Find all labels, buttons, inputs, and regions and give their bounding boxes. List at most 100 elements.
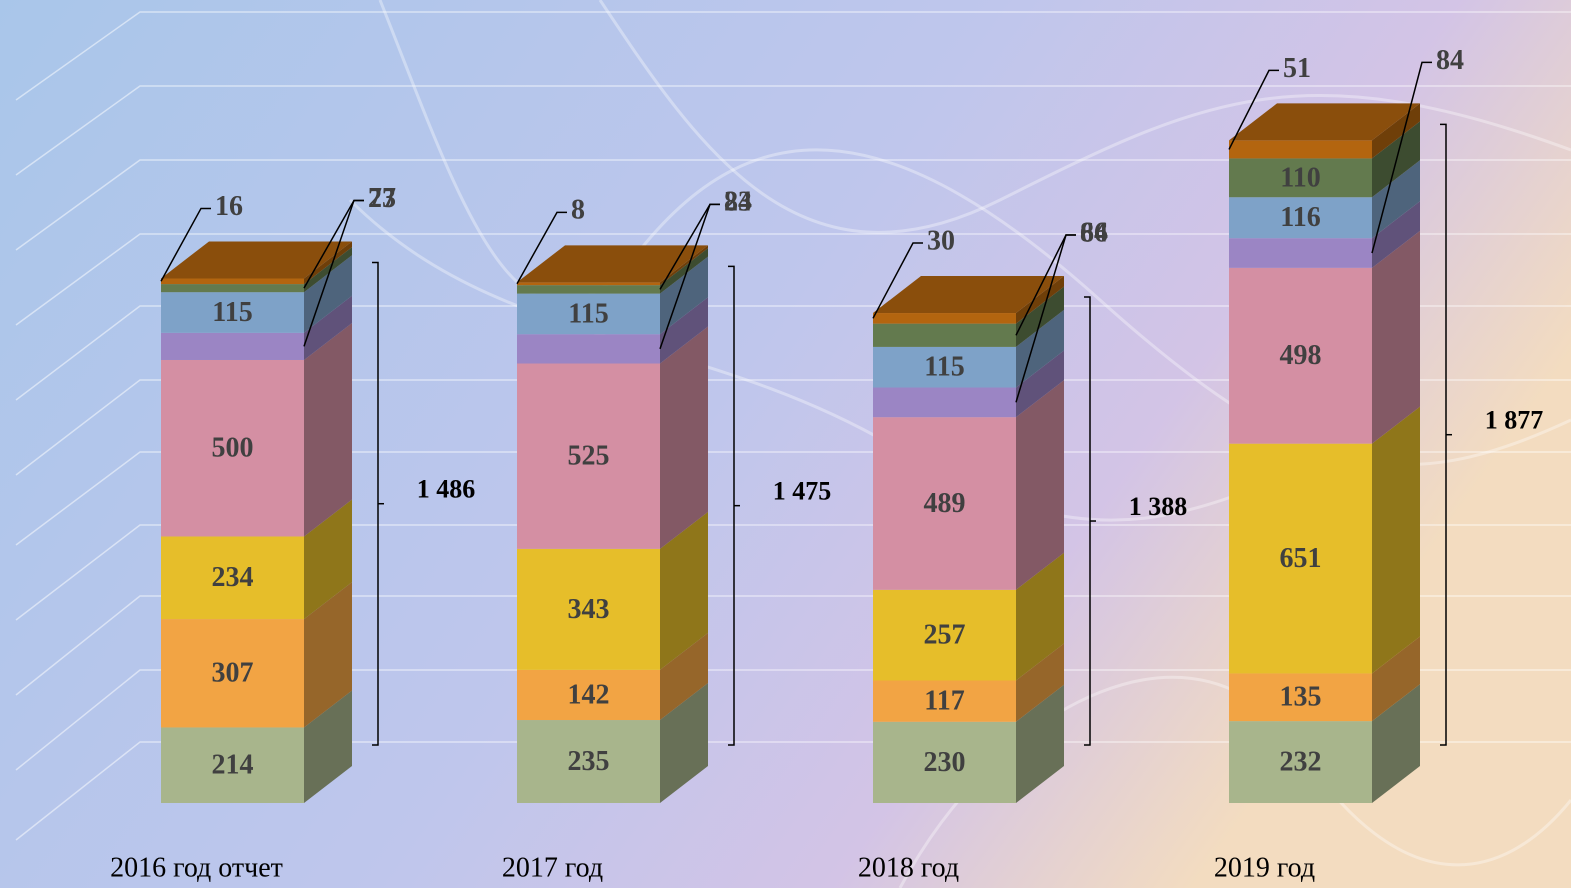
segment-label: 525 [568, 441, 610, 472]
bar-segment [161, 292, 304, 333]
segment-label: 115 [568, 298, 608, 329]
bar-side [1372, 406, 1420, 674]
segment-label: 234 [212, 562, 254, 593]
segment-label: 232 [1280, 746, 1322, 777]
bar-side [1016, 309, 1064, 388]
bar-segment [873, 589, 1016, 681]
total-label: 1 877 [1485, 406, 1544, 435]
segment-label: 117 [924, 686, 964, 717]
bar-segment [517, 548, 660, 670]
bar-segment [161, 359, 304, 537]
bar-side [1016, 286, 1064, 347]
segment-label: 214 [212, 750, 254, 781]
segment-label: 135 [1280, 682, 1322, 713]
bar-segment [873, 417, 1016, 590]
outside-label: 51 [1283, 53, 1311, 84]
bar-top [161, 241, 352, 279]
bar-segment [1229, 721, 1372, 803]
bar-segment [517, 293, 660, 335]
bar-side [304, 241, 352, 285]
bar-segment [517, 669, 660, 721]
bar-side [304, 295, 352, 360]
x-tick-label: 2017 год [502, 852, 603, 883]
bar-segment [1229, 673, 1372, 722]
bar-side [1016, 643, 1064, 722]
leader-line [1015, 234, 1076, 336]
x-tick-label: 2018 год [858, 852, 959, 883]
bar-side [1372, 201, 1420, 268]
segment-label: 498 [1280, 340, 1322, 371]
bar-segment [161, 278, 304, 285]
bar-segment [1229, 443, 1372, 674]
segment-label: 115 [212, 297, 252, 328]
bar-segment [161, 536, 304, 620]
bar-side [1016, 350, 1064, 418]
bar-segment [1229, 238, 1372, 268]
bar-side [660, 248, 708, 294]
segment-label: 235 [568, 746, 610, 777]
bar-segment [873, 387, 1016, 418]
outside-label: 16 [215, 191, 243, 222]
bar-side [660, 511, 708, 670]
bar-side [1016, 380, 1064, 590]
bar-side [660, 632, 708, 721]
bar-side [304, 247, 352, 293]
leader-line [160, 207, 211, 282]
bar-segment [1229, 140, 1372, 159]
bar-side [1372, 684, 1420, 803]
segment-label: 142 [568, 679, 610, 710]
bar-segment [161, 284, 304, 293]
outside-label: 83 [724, 187, 752, 218]
bar-segment [873, 313, 1016, 324]
bar-top [873, 276, 1064, 314]
bar-side [1016, 552, 1064, 681]
bar-segment [1229, 197, 1372, 239]
outside-label: 84 [1436, 45, 1464, 76]
bar-side [1016, 684, 1064, 803]
bar-segment [161, 619, 304, 728]
x-tick-label: 2016 год отчет [110, 852, 283, 883]
leader-line [303, 199, 364, 289]
segment-label: 500 [212, 433, 254, 464]
x-tick-label: 2019 год [1214, 852, 1315, 883]
bar-side [660, 326, 708, 549]
bar-side [304, 499, 352, 620]
outside-label: 77 [368, 183, 396, 214]
segment-label: 257 [924, 620, 966, 651]
leader-line [659, 203, 720, 290]
bar-segment [517, 363, 660, 549]
segment-label: 343 [568, 594, 610, 625]
bar-side [1372, 160, 1420, 239]
bar-segment [161, 332, 304, 360]
bar-side [1372, 230, 1420, 444]
segment-label: 115 [924, 352, 964, 383]
segment-label: 307 [212, 658, 254, 689]
bar-side [304, 690, 352, 803]
bar-segment [873, 323, 1016, 347]
outside-label: 23 [368, 183, 396, 214]
bar-segment [873, 346, 1016, 388]
outside-label: 24 [724, 187, 752, 218]
total-label: 1 388 [1129, 492, 1188, 521]
bar-segment [517, 282, 660, 286]
bar-segment [161, 727, 304, 803]
segment-label: 489 [924, 488, 966, 519]
bar-top [517, 245, 708, 283]
outside-label: 8 [571, 195, 585, 226]
leader-line [872, 242, 923, 319]
bar-top [1229, 103, 1420, 141]
leader-line [516, 211, 567, 285]
bar-segment [517, 285, 660, 294]
bar-side [304, 582, 352, 728]
bar-side [1372, 636, 1420, 722]
bar-side [304, 322, 352, 537]
bar-segment [1229, 158, 1372, 198]
bar-segment [517, 720, 660, 803]
decor-lines [15, 11, 1571, 841]
bar-segment [873, 721, 1016, 803]
segment-label: 651 [1280, 543, 1322, 574]
outside-label: 66 [1080, 217, 1108, 248]
bar-segment [873, 680, 1016, 722]
leader-line [1371, 61, 1432, 254]
